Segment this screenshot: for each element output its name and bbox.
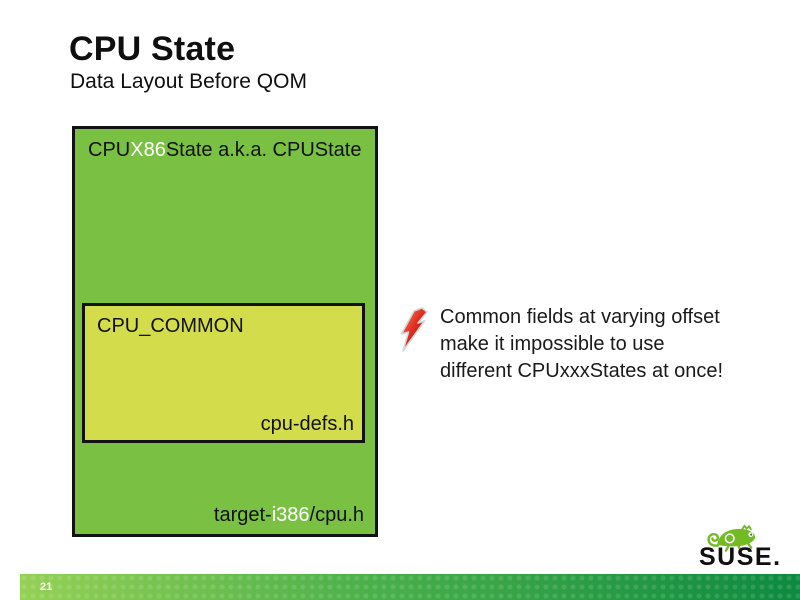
warning-callout: Common fields at varying offset make it …	[397, 304, 789, 385]
lightning-icon	[397, 306, 433, 354]
outer-footer-highlight: i386	[271, 504, 310, 526]
outer-footer-prefix: target-	[213, 504, 272, 526]
outer-label-highlight: X86	[130, 139, 166, 161]
callout-text: Common fields at varying offset make it …	[440, 304, 723, 385]
footer-bar: 21	[20, 574, 800, 600]
outer-box-filename: target-i386/cpu.h	[214, 504, 364, 527]
outer-struct-box: CPUX86State a.k.a. CPUState CPU_COMMON c…	[72, 126, 378, 537]
suse-wordmark: SUSE.	[699, 543, 782, 571]
page-title: CPU State	[69, 30, 236, 68]
outer-box-label: CPUX86State a.k.a. CPUState	[88, 139, 361, 162]
inner-box-filename: cpu-defs.h	[260, 413, 354, 435]
page-number: 21	[40, 581, 53, 593]
suse-logo: SUSE.	[696, 521, 792, 571]
page-subtitle: Data Layout Before QOM	[70, 70, 307, 93]
chameleon-icon	[707, 524, 756, 552]
inner-struct-box: CPU_COMMON cpu-defs.h	[82, 303, 365, 443]
callout-line: different CPUxxxStates at once!	[440, 360, 724, 382]
callout-line: Common fields at varying offset	[440, 306, 720, 328]
inner-box-label: CPU_COMMON	[97, 315, 244, 337]
callout-line: make it impossible to use	[440, 333, 665, 355]
outer-label-suffix: State a.k.a. CPUState	[165, 139, 362, 161]
outer-footer-suffix: /cpu.h	[309, 504, 364, 526]
outer-label-prefix: CPU	[88, 139, 131, 161]
